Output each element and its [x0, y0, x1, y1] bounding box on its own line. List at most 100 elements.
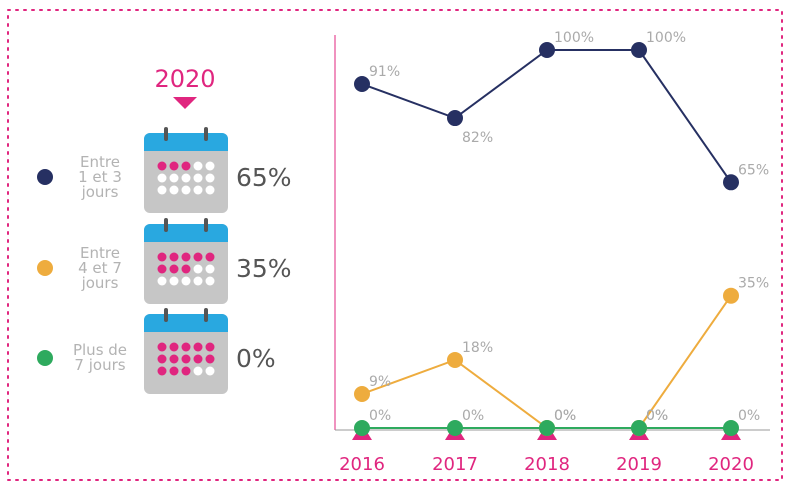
- series-line: [361, 295, 732, 429]
- calendar-day: [193, 185, 203, 195]
- point: [723, 420, 739, 436]
- calendar-day: [157, 161, 167, 171]
- series-line: [361, 49, 732, 183]
- x-tick-label: 2020: [708, 454, 754, 475]
- legend-dot: [37, 260, 53, 276]
- calendar-day: [181, 354, 191, 364]
- calendar-day: [205, 276, 215, 286]
- legend-dot: [37, 350, 53, 366]
- calendar-day: [169, 276, 179, 286]
- value-label: 65%: [738, 162, 769, 178]
- calendar-day: [205, 354, 215, 364]
- calendar-day: [169, 173, 179, 183]
- calendar-day: [181, 366, 191, 376]
- point: [631, 42, 647, 58]
- calendar-day: [205, 264, 215, 274]
- calendar-day: [181, 252, 191, 262]
- calendar-day: [181, 185, 191, 195]
- calendar-day: [157, 366, 167, 376]
- calendar-day: [205, 342, 215, 352]
- calendar-day: [157, 276, 167, 286]
- calendar-day: [169, 354, 179, 364]
- value-label: 0%: [462, 408, 484, 424]
- calendar-day: [205, 252, 215, 262]
- calendar-day: [193, 252, 203, 262]
- legend-label: Entre 1 et 3 jours: [78, 152, 122, 201]
- point: [539, 420, 555, 436]
- calendar-day: [157, 252, 167, 262]
- calendar-day: [181, 264, 191, 274]
- value-label: 91%: [369, 64, 400, 80]
- calendar-day: [193, 161, 203, 171]
- calendar-icon: [144, 127, 228, 213]
- calendar-day: [157, 264, 167, 274]
- calendar-day: [205, 161, 215, 171]
- calendar-day: [193, 366, 203, 376]
- calendar-ring: [164, 218, 168, 232]
- calendar-day: [169, 185, 179, 195]
- calendar-day: [181, 173, 191, 183]
- calendar-header-fill: [144, 143, 228, 151]
- x-tick-label: 2018: [524, 454, 570, 475]
- point: [539, 42, 555, 58]
- calendar-header-fill: [144, 234, 228, 242]
- legend-value: 0%: [236, 344, 276, 373]
- calendar-day: [193, 276, 203, 286]
- calendar-ring: [164, 127, 168, 141]
- calendar-header-fill: [144, 324, 228, 332]
- value-label: 0%: [646, 408, 668, 424]
- calendar-day: [193, 354, 203, 364]
- calendar-icon: [144, 308, 228, 394]
- calendar-day: [181, 276, 191, 286]
- value-label: 0%: [738, 408, 760, 424]
- calendar-day: [157, 173, 167, 183]
- year-pointer: [173, 97, 197, 109]
- calendar-day: [157, 185, 167, 195]
- calendar-day: [169, 161, 179, 171]
- calendar-day: [205, 366, 215, 376]
- x-tick-label: 2017: [432, 454, 478, 475]
- calendar-day: [205, 173, 215, 183]
- dotted-border: [7, 9, 783, 481]
- calendar-day: [169, 342, 179, 352]
- value-label: 100%: [646, 30, 686, 46]
- x-tick-label: 2019: [616, 454, 662, 475]
- calendar-day: [157, 342, 167, 352]
- calendar-day: [157, 354, 167, 364]
- point: [354, 420, 370, 436]
- calendar-day: [193, 264, 203, 274]
- legend-dot: [37, 169, 53, 185]
- legend-value: 35%: [236, 254, 292, 283]
- calendar-ring: [204, 127, 208, 141]
- calendar-day: [169, 252, 179, 262]
- point: [447, 351, 463, 368]
- point: [354, 76, 370, 93]
- point: [447, 110, 463, 127]
- calendar-day: [193, 173, 203, 183]
- value-label: 18%: [462, 340, 493, 356]
- calendar-day: [181, 161, 191, 171]
- calendar-day: [205, 185, 215, 195]
- legend-label: Plus de 7 jours: [72, 341, 128, 374]
- calendar-icon: [144, 218, 228, 304]
- point: [447, 420, 463, 436]
- point: [354, 385, 370, 402]
- calendar-day: [181, 342, 191, 352]
- calendar-ring: [204, 308, 208, 322]
- value-label: 0%: [646, 408, 668, 424]
- calendar-day: [169, 366, 179, 376]
- panel-year: 2020: [154, 65, 215, 93]
- point: [723, 287, 739, 304]
- calendar-day: [169, 264, 179, 274]
- legend-value: 65%: [236, 163, 292, 192]
- value-label: 0%: [554, 408, 576, 424]
- value-label: 0%: [369, 408, 391, 424]
- legend-label: Entre 4 et 7 jours: [78, 243, 122, 292]
- point: [723, 174, 739, 191]
- value-label: 0%: [554, 408, 576, 424]
- point: [631, 420, 647, 436]
- x-tick-label: 2016: [339, 454, 385, 475]
- value-label: 35%: [738, 276, 769, 292]
